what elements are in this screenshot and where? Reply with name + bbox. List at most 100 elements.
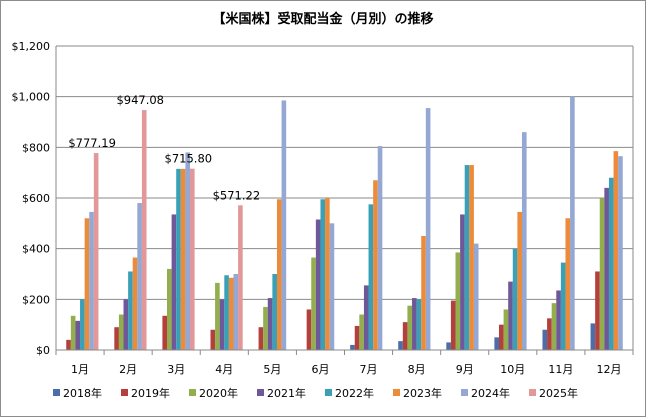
bar [228,277,234,350]
x-tick-label: 4月 [215,363,233,376]
x-tick-label: 6月 [311,363,329,376]
bar [128,271,133,350]
y-tick-label: $200 [22,293,50,306]
grid [56,45,634,350]
x-tick-label: 7月 [360,363,378,376]
data-label: $777.19 [68,136,116,150]
bar [590,323,596,350]
bar [224,275,229,350]
bar [171,214,177,350]
bar [450,300,456,350]
legend-swatch [257,389,264,396]
bar [473,243,479,350]
chart-title: 【米国株】受取配当金（月別）の推移 [212,11,433,27]
x-tick-label: 3月 [167,363,185,376]
bar [219,299,225,350]
y-tick-label: $0 [36,344,50,357]
bar [407,305,413,350]
y-tick-label: $800 [22,141,50,154]
x-tick-label: 1月 [71,363,89,376]
bar [210,329,216,350]
bar [498,324,504,350]
bar [89,211,94,350]
bar [421,236,426,350]
annotations: $777.19 $947.08 $715.80 $571.22 [68,93,260,202]
bar [162,315,168,350]
legend-label: 2023年 [403,386,442,400]
bar [508,281,513,350]
bar [455,252,461,350]
bar [281,100,287,350]
bar [354,325,360,350]
bar [137,203,142,350]
bar [368,204,374,350]
legend-swatch [461,389,468,396]
legend-label: 2021年 [267,386,306,400]
bar [613,151,619,350]
bar [412,298,417,350]
bar [560,262,566,350]
bar [517,211,522,350]
bar [446,342,451,350]
x-tick-label: 8月 [408,363,426,376]
data-label: $947.08 [116,93,164,107]
y-tick-label: $400 [22,243,50,256]
y-tick-label: $1,000 [12,91,51,104]
bar [258,327,264,350]
legend-swatch [189,389,196,396]
x-tick-label: 12月 [596,363,621,376]
bar [556,290,561,350]
bar [618,156,623,350]
y-tick-label: $600 [22,192,50,205]
bar [123,299,129,350]
bar [263,306,268,350]
bar [425,108,431,350]
bar [167,268,172,350]
bar [377,146,383,350]
bar [503,309,509,350]
legend-label: 2019年 [131,386,170,400]
bar [141,110,147,351]
bar [272,274,277,350]
bar [570,96,575,351]
data-label: $715.80 [165,152,213,166]
bar [604,187,609,350]
bar [469,165,474,350]
bar [599,198,605,350]
bar [75,320,81,350]
bar [190,168,195,350]
bar [494,337,499,350]
legend-label: 2024年 [471,386,510,400]
legend-label: 2022年 [335,386,374,400]
bar [215,282,220,350]
x-tick-label: 9月 [456,363,474,376]
bar [460,214,465,350]
bar [521,132,527,350]
x-tick-label: 5月 [263,363,281,376]
bar [180,168,186,350]
bar [512,248,518,350]
bar [608,177,614,350]
bar [276,199,282,350]
legend-swatch [529,389,536,396]
bars [66,96,623,351]
legend-swatch [325,389,332,396]
bar [132,257,138,350]
bar [565,218,571,350]
bar [114,327,119,350]
legend-label: 2020年 [199,386,238,400]
bar [267,298,273,350]
bar [329,223,335,350]
bar [464,165,470,350]
bar [311,257,316,350]
legend-swatch [121,389,128,396]
legend: 2018年 2019年 2020年 2021年 2022年 2023年 2024年 2025年 [53,386,578,400]
bar [80,299,85,350]
legend-label: 2025年 [539,386,578,400]
bar [320,199,326,350]
bar [359,314,364,350]
bar [373,180,378,350]
bar [176,168,181,350]
y-tick-label: $1,200 [12,40,51,53]
